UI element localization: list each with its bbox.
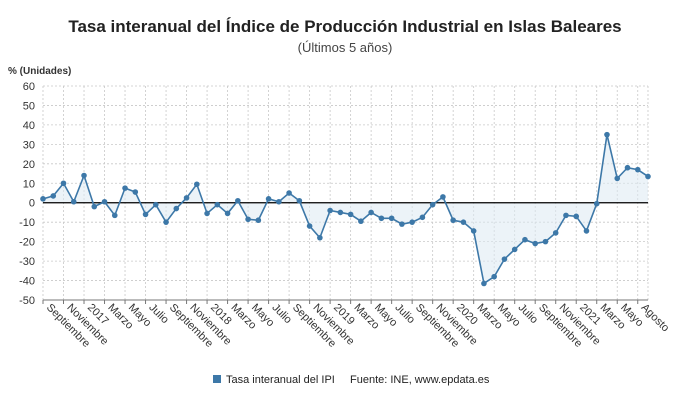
x-tick-labels: SeptiembreNoviembre2017MarzoMayoJulioSep… <box>44 302 671 350</box>
data-point <box>265 196 272 202</box>
y-tick-label: 10 <box>23 178 35 190</box>
data-point <box>470 228 477 234</box>
chart-title: Tasa interanual del Índice de Producción… <box>68 17 621 36</box>
data-point <box>399 221 405 227</box>
data-point <box>450 217 456 224</box>
data-point <box>163 219 169 225</box>
data-point <box>368 209 374 216</box>
data-point <box>604 131 610 138</box>
data-point <box>573 213 580 220</box>
y-tick-label: -40 <box>19 276 35 288</box>
data-point <box>152 201 159 208</box>
y-tick-label: 40 <box>23 120 35 132</box>
data-point <box>214 201 221 208</box>
series-points <box>40 131 651 287</box>
data-point <box>245 216 251 223</box>
data-point <box>440 194 446 200</box>
data-point <box>388 215 395 222</box>
data-point <box>142 211 149 218</box>
data-point <box>522 236 528 243</box>
data-point <box>511 246 518 253</box>
area-fill-path <box>43 134 648 284</box>
data-point <box>296 197 303 204</box>
data-point <box>614 175 621 182</box>
data-point <box>624 164 631 171</box>
data-point <box>276 198 282 205</box>
data-point <box>481 280 487 287</box>
data-point <box>501 256 508 262</box>
y-tick-label: 60 <box>23 81 35 93</box>
data-point <box>122 185 128 191</box>
data-point <box>358 218 364 225</box>
data-point <box>81 172 87 179</box>
y-tick-label: -10 <box>19 217 35 229</box>
y-tick-label: -30 <box>19 256 35 268</box>
data-point <box>101 198 108 205</box>
data-point <box>532 240 539 247</box>
data-point <box>563 212 569 219</box>
data-point <box>173 205 180 212</box>
data-point <box>378 215 385 222</box>
data-point <box>286 190 292 196</box>
data-point <box>132 189 139 195</box>
y-tick-label: -20 <box>19 237 35 249</box>
data-point <box>111 212 118 219</box>
data-point <box>70 198 77 205</box>
data-point <box>40 196 46 202</box>
y-axis-label: % (Unidades) <box>8 66 71 77</box>
y-tick-label: -50 <box>19 295 35 307</box>
y-tick-labels: 60 50 40 30 20 10 0 -10 -20 -30 -40 -50 <box>19 81 35 307</box>
data-point <box>255 217 262 224</box>
y-tick-label: 20 <box>23 159 35 171</box>
data-point <box>306 223 313 229</box>
data-point <box>491 273 497 280</box>
data-point <box>337 209 344 216</box>
y-tick-label: 0 <box>29 198 35 210</box>
data-point <box>593 200 600 207</box>
data-point <box>542 238 549 245</box>
data-point <box>409 219 415 225</box>
data-point <box>183 195 190 201</box>
y-tick-label: 30 <box>23 139 35 151</box>
data-point <box>347 211 354 218</box>
data-point <box>235 197 241 204</box>
y-tick-label: 50 <box>23 100 35 112</box>
axes <box>42 202 648 304</box>
chart-subtitle: (Últimos 5 años) <box>298 40 393 55</box>
data-point <box>583 228 590 234</box>
data-point <box>194 181 200 188</box>
data-point <box>317 234 323 241</box>
data-point <box>327 207 333 214</box>
data-point <box>634 166 641 173</box>
data-point <box>60 180 67 187</box>
legend-swatch <box>213 375 221 383</box>
data-point <box>224 210 231 217</box>
data-point <box>460 219 467 225</box>
data-point <box>645 173 651 180</box>
legend: Tasa interanual del IPI <box>213 374 335 386</box>
data-point <box>91 203 98 210</box>
legend-label: Tasa interanual del IPI <box>226 374 335 386</box>
area-fill <box>43 134 648 284</box>
data-point <box>419 214 426 221</box>
data-point <box>50 193 57 199</box>
data-point <box>429 201 436 208</box>
data-point <box>552 230 559 236</box>
source-note: Fuente: INE, www.epdata.es <box>350 374 490 386</box>
data-point <box>204 210 210 217</box>
